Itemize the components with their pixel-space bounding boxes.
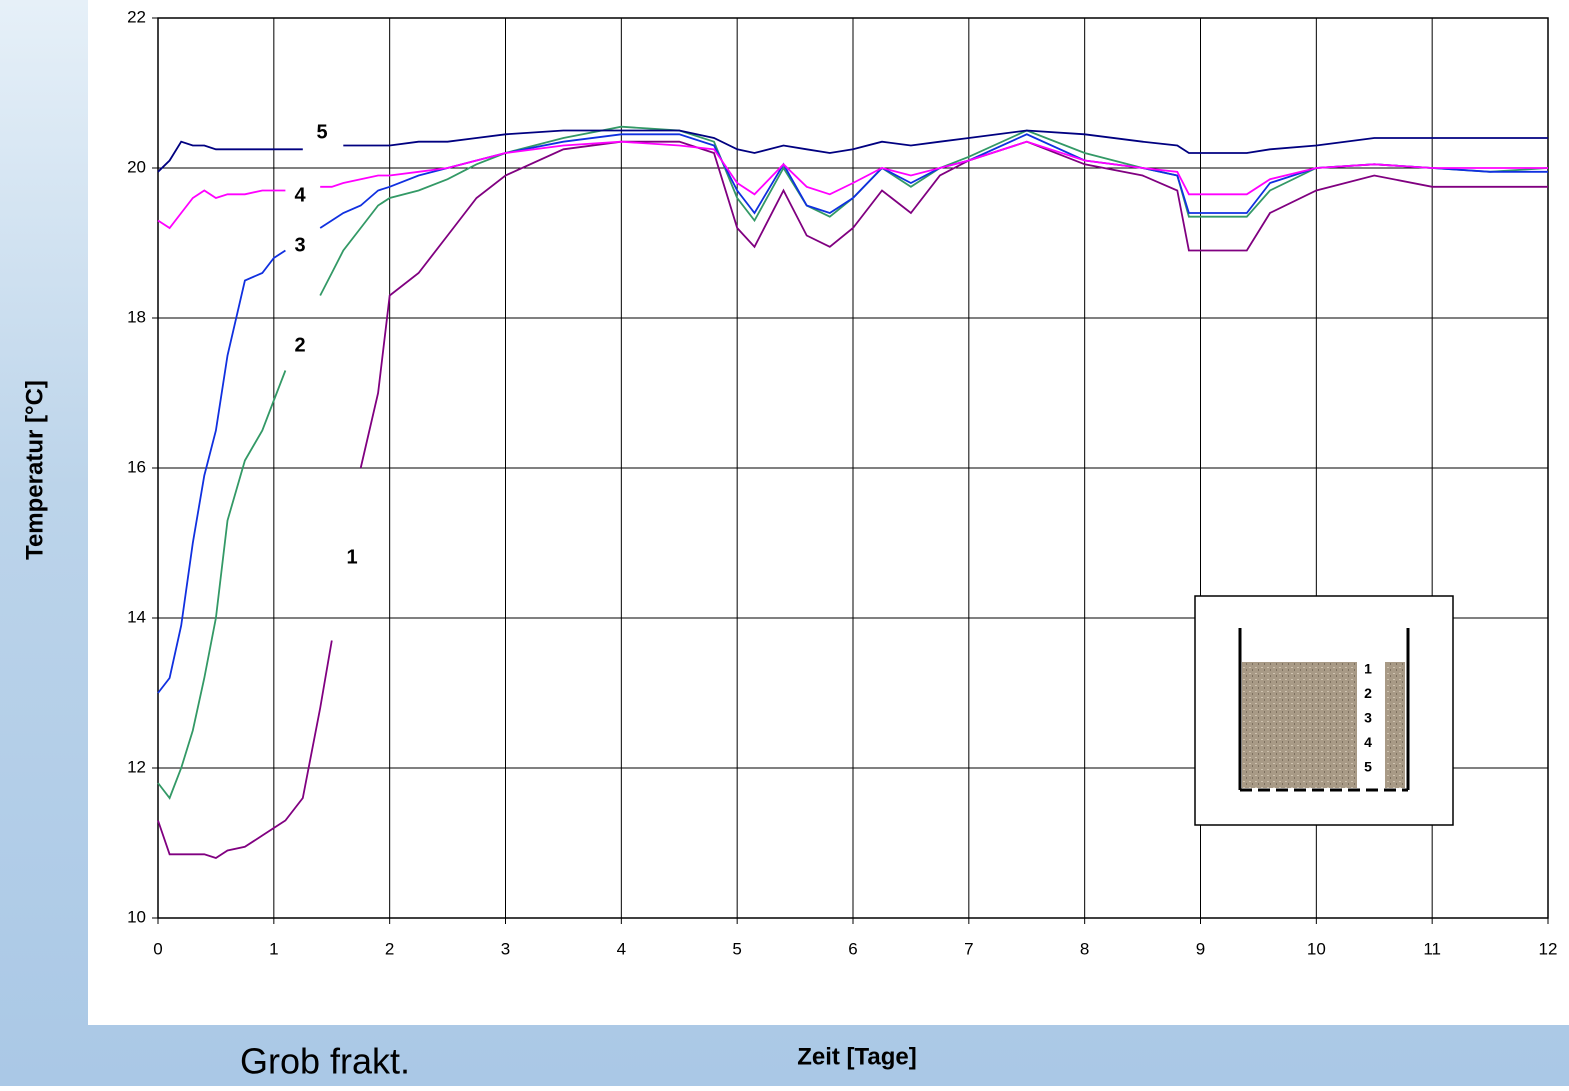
series-line [157, 129, 1548, 173]
series-label: 3 [294, 234, 305, 256]
x-tick-label: 9 [1196, 939, 1205, 958]
chart-panel [88, 0, 1569, 1025]
x-tick-label: 4 [617, 939, 626, 958]
series-label: 4 [294, 184, 306, 206]
x-tick-label: 2 [385, 939, 394, 958]
y-tick-label: 14 [127, 607, 146, 626]
series-line [157, 140, 1548, 230]
series-line [157, 125, 1549, 800]
series-line [157, 133, 1548, 694]
series-label: 5 [316, 121, 327, 143]
inset-label: 3 [1364, 710, 1372, 726]
x-tick-label: 12 [1539, 939, 1558, 958]
inset: 1 2 3 4 5 [1194, 595, 1454, 826]
caption: Grob frakt. [240, 1041, 410, 1082]
y-tick-label: 16 [127, 457, 146, 476]
x-tick-label: 5 [732, 939, 741, 958]
series-label: 2 [294, 334, 305, 356]
x-axis-label: Zeit [Tage] [797, 1043, 917, 1070]
x-tick-label: 10 [1307, 939, 1326, 958]
y-axis-label: Temperatur [°C] [21, 380, 48, 560]
plot-frame [157, 17, 1549, 919]
series-line [157, 140, 1548, 859]
series-label: 1 [346, 546, 357, 568]
inset-label: 1 [1364, 661, 1372, 677]
x-tick-label: 8 [1080, 939, 1089, 958]
y-tick-label: 12 [127, 757, 146, 776]
x-tick-label: 0 [153, 939, 162, 958]
x-tick-label: 6 [848, 939, 857, 958]
x-tick-label: 11 [1423, 939, 1441, 958]
inset-label: 2 [1364, 685, 1372, 701]
inset-label: 5 [1364, 759, 1372, 775]
y-tick-label: 22 [127, 7, 146, 26]
inset-probe [1357, 662, 1385, 788]
y-tick-label: 20 [127, 157, 146, 176]
y-tick-label: 18 [127, 307, 146, 326]
y-tick-label: 10 [127, 907, 146, 926]
inset-label: 4 [1364, 734, 1372, 750]
x-tick-label: 1 [269, 939, 278, 958]
x-tick-label: 3 [501, 939, 510, 958]
x-tick-label: 7 [964, 939, 973, 958]
